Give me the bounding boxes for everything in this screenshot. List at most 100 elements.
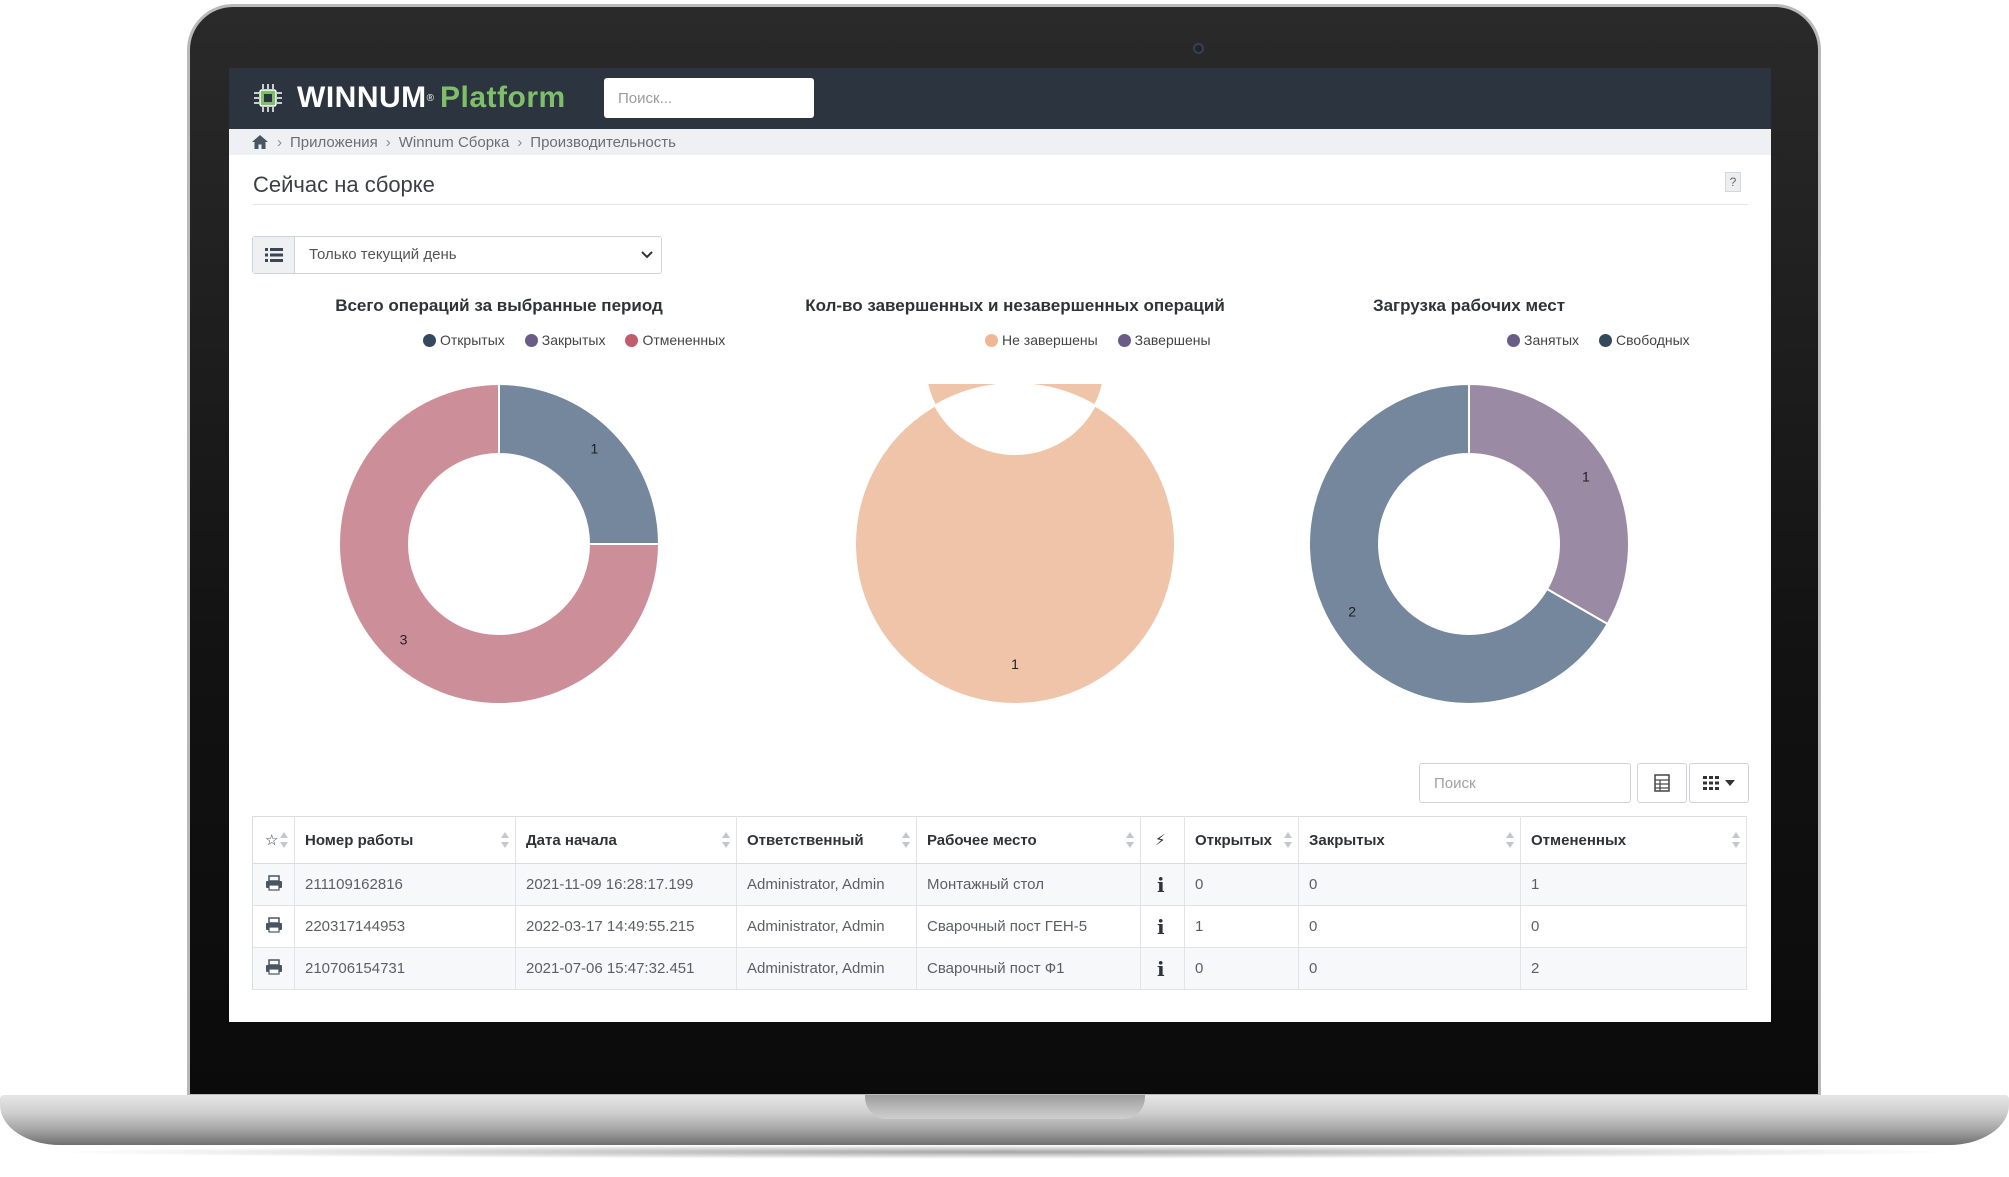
column-header-job-number[interactable]: Номер работы [294,816,516,864]
cell-start-date: 2021-07-06 15:47:32.451 [515,947,737,990]
column-header-open[interactable]: Открытых [1184,816,1299,864]
top-navbar: WINNUM ® Platform [229,68,1771,129]
chart-title: Кол-во завершенных и незавершенных опера… [805,296,1225,315]
chart-total-operations: Всего операций за выбранные период Откры… [259,296,739,726]
cell-job-number[interactable]: 211109162816 [294,863,516,906]
assembly-table: ☆ Номер работы Дата начала Ответственный… [252,816,1747,990]
app-screen: WINNUM ® Platform › Приложения › Winnum … [229,68,1771,1022]
cell-cancelled: 1 [1520,863,1747,906]
donut-chart: 13 [339,384,659,704]
sort-icon [1506,832,1514,848]
legend-swatch [625,333,639,347]
sort-icon [501,832,509,848]
column-header-label: Номер работы [305,831,414,849]
info-icon[interactable]: i [1140,947,1185,990]
laptop-shadow [40,1145,1969,1159]
column-header-closed[interactable]: Закрытых [1298,816,1521,864]
chip-icon [254,84,282,112]
legend-label: Занятых [1524,332,1580,348]
donut-chart: 1 [855,384,1175,704]
donut-slice-Отмененных[interactable] [339,384,659,704]
table-row[interactable]: 210706154731 2021-07-06 15:47:32.451 Adm… [252,947,1747,990]
legend-item-occupied[interactable]: Занятых [1507,332,1579,348]
legend-item-completed[interactable]: Завершены [1117,332,1211,348]
column-header-label: Ответственный [747,831,864,849]
data-label: 1 [1582,469,1590,485]
export-button[interactable] [1637,763,1687,803]
donut-slice-Свободных[interactable] [1309,384,1609,704]
legend-label: Завершены [1134,332,1211,348]
logo-text: WINNUM [297,81,427,114]
legend-swatch [524,333,538,347]
data-label: 1 [591,441,599,457]
cell-responsible: Administrator, Admin [736,905,917,948]
legend-label: Не завершены [1002,332,1098,348]
breadcrumb-separator: › [385,133,391,151]
column-header-cancelled[interactable]: Отмененных [1520,816,1747,864]
column-header-workplace[interactable]: Рабочее место [916,816,1141,864]
printer-cell[interactable] [252,863,295,906]
chart-legend: Открытых Закрытых Отмененных [423,332,745,348]
period-filter-select[interactable]: Только текущий день [252,236,662,274]
chart-completed-operations: Кол-во завершенных и незавершенных опера… [775,296,1255,726]
info-glyph: i [1157,956,1165,981]
sort-icon [722,832,730,848]
info-glyph: i [1157,914,1165,939]
cell-job-number[interactable]: 220317144953 [294,905,516,948]
columns-menu-button[interactable] [1689,763,1749,803]
sort-icon [1284,832,1292,848]
info-icon[interactable]: i [1140,863,1185,906]
column-header-start-date[interactable]: Дата начала [515,816,737,864]
sort-icon [1126,832,1134,848]
home-icon[interactable] [251,134,269,150]
printer-cell[interactable] [252,905,295,948]
chart-title: Всего операций за выбранные период [335,296,663,315]
donut-slice-Открытых[interactable] [498,384,659,545]
cell-responsible: Administrator, Admin [736,863,917,906]
breadcrumb: › Приложения › Winnum Сборка › Производи… [229,129,1771,155]
chevron-down-icon [633,237,661,273]
column-header-label: Рабочее место [927,831,1037,849]
breadcrumb-item-performance[interactable]: Производительность [530,133,676,151]
column-header-actions[interactable]: ⚡ [1140,816,1185,864]
breadcrumb-item-apps[interactable]: Приложения [290,133,378,151]
help-button[interactable]: ? [1725,172,1741,192]
legend-item-closed[interactable]: Закрытых [524,332,606,348]
legend-item-free[interactable]: Свободных [1599,332,1690,348]
column-header-label: Отмененных [1531,831,1627,849]
cell-job-number[interactable]: 210706154731 [294,947,516,990]
legend-label: Отмененных [642,332,726,348]
cell-open: 1 [1184,905,1299,948]
cell-closed: 0 [1298,947,1521,990]
printer-icon [266,916,282,933]
legend-label: Закрытых [541,332,606,348]
donut-slice-Не завершены[interactable] [855,384,1175,704]
donut-slice-Занятых[interactable] [1468,384,1629,626]
cell-workplace: Сварочный пост Ф1 [916,947,1141,990]
legend-item-open[interactable]: Открытых [423,332,505,348]
cell-closed: 0 [1298,905,1521,948]
legend-item-not-completed[interactable]: Не завершены [985,332,1098,348]
breadcrumb-item-assembly[interactable]: Winnum Сборка [398,133,510,151]
info-icon[interactable]: i [1140,905,1185,948]
global-search-input[interactable] [604,78,814,118]
title-divider [253,204,1748,205]
legend-item-cancelled[interactable]: Отмененных [625,332,725,348]
cell-cancelled: 0 [1520,905,1747,948]
legend-label: Свободных [1616,332,1690,348]
column-header-responsible[interactable]: Ответственный [736,816,917,864]
table-search-input[interactable] [1419,763,1631,803]
legend-swatch [985,333,998,347]
logo[interactable]: WINNUM ® Platform [253,81,566,115]
table-row[interactable]: 220317144953 2022-03-17 14:49:55.215 Adm… [252,905,1747,948]
table-row[interactable]: 211109162816 2021-11-09 16:28:17.199 Adm… [252,863,1747,906]
printer-cell[interactable] [252,947,295,990]
data-label: 3 [400,631,408,647]
sort-icon [902,832,910,848]
column-header-label: Дата начала [526,831,617,849]
breadcrumb-separator: › [517,133,523,151]
cell-open: 0 [1184,947,1299,990]
breadcrumb-separator: › [277,133,282,151]
grid-icon [1703,776,1719,790]
column-header-favorite[interactable]: ☆ [252,816,295,864]
